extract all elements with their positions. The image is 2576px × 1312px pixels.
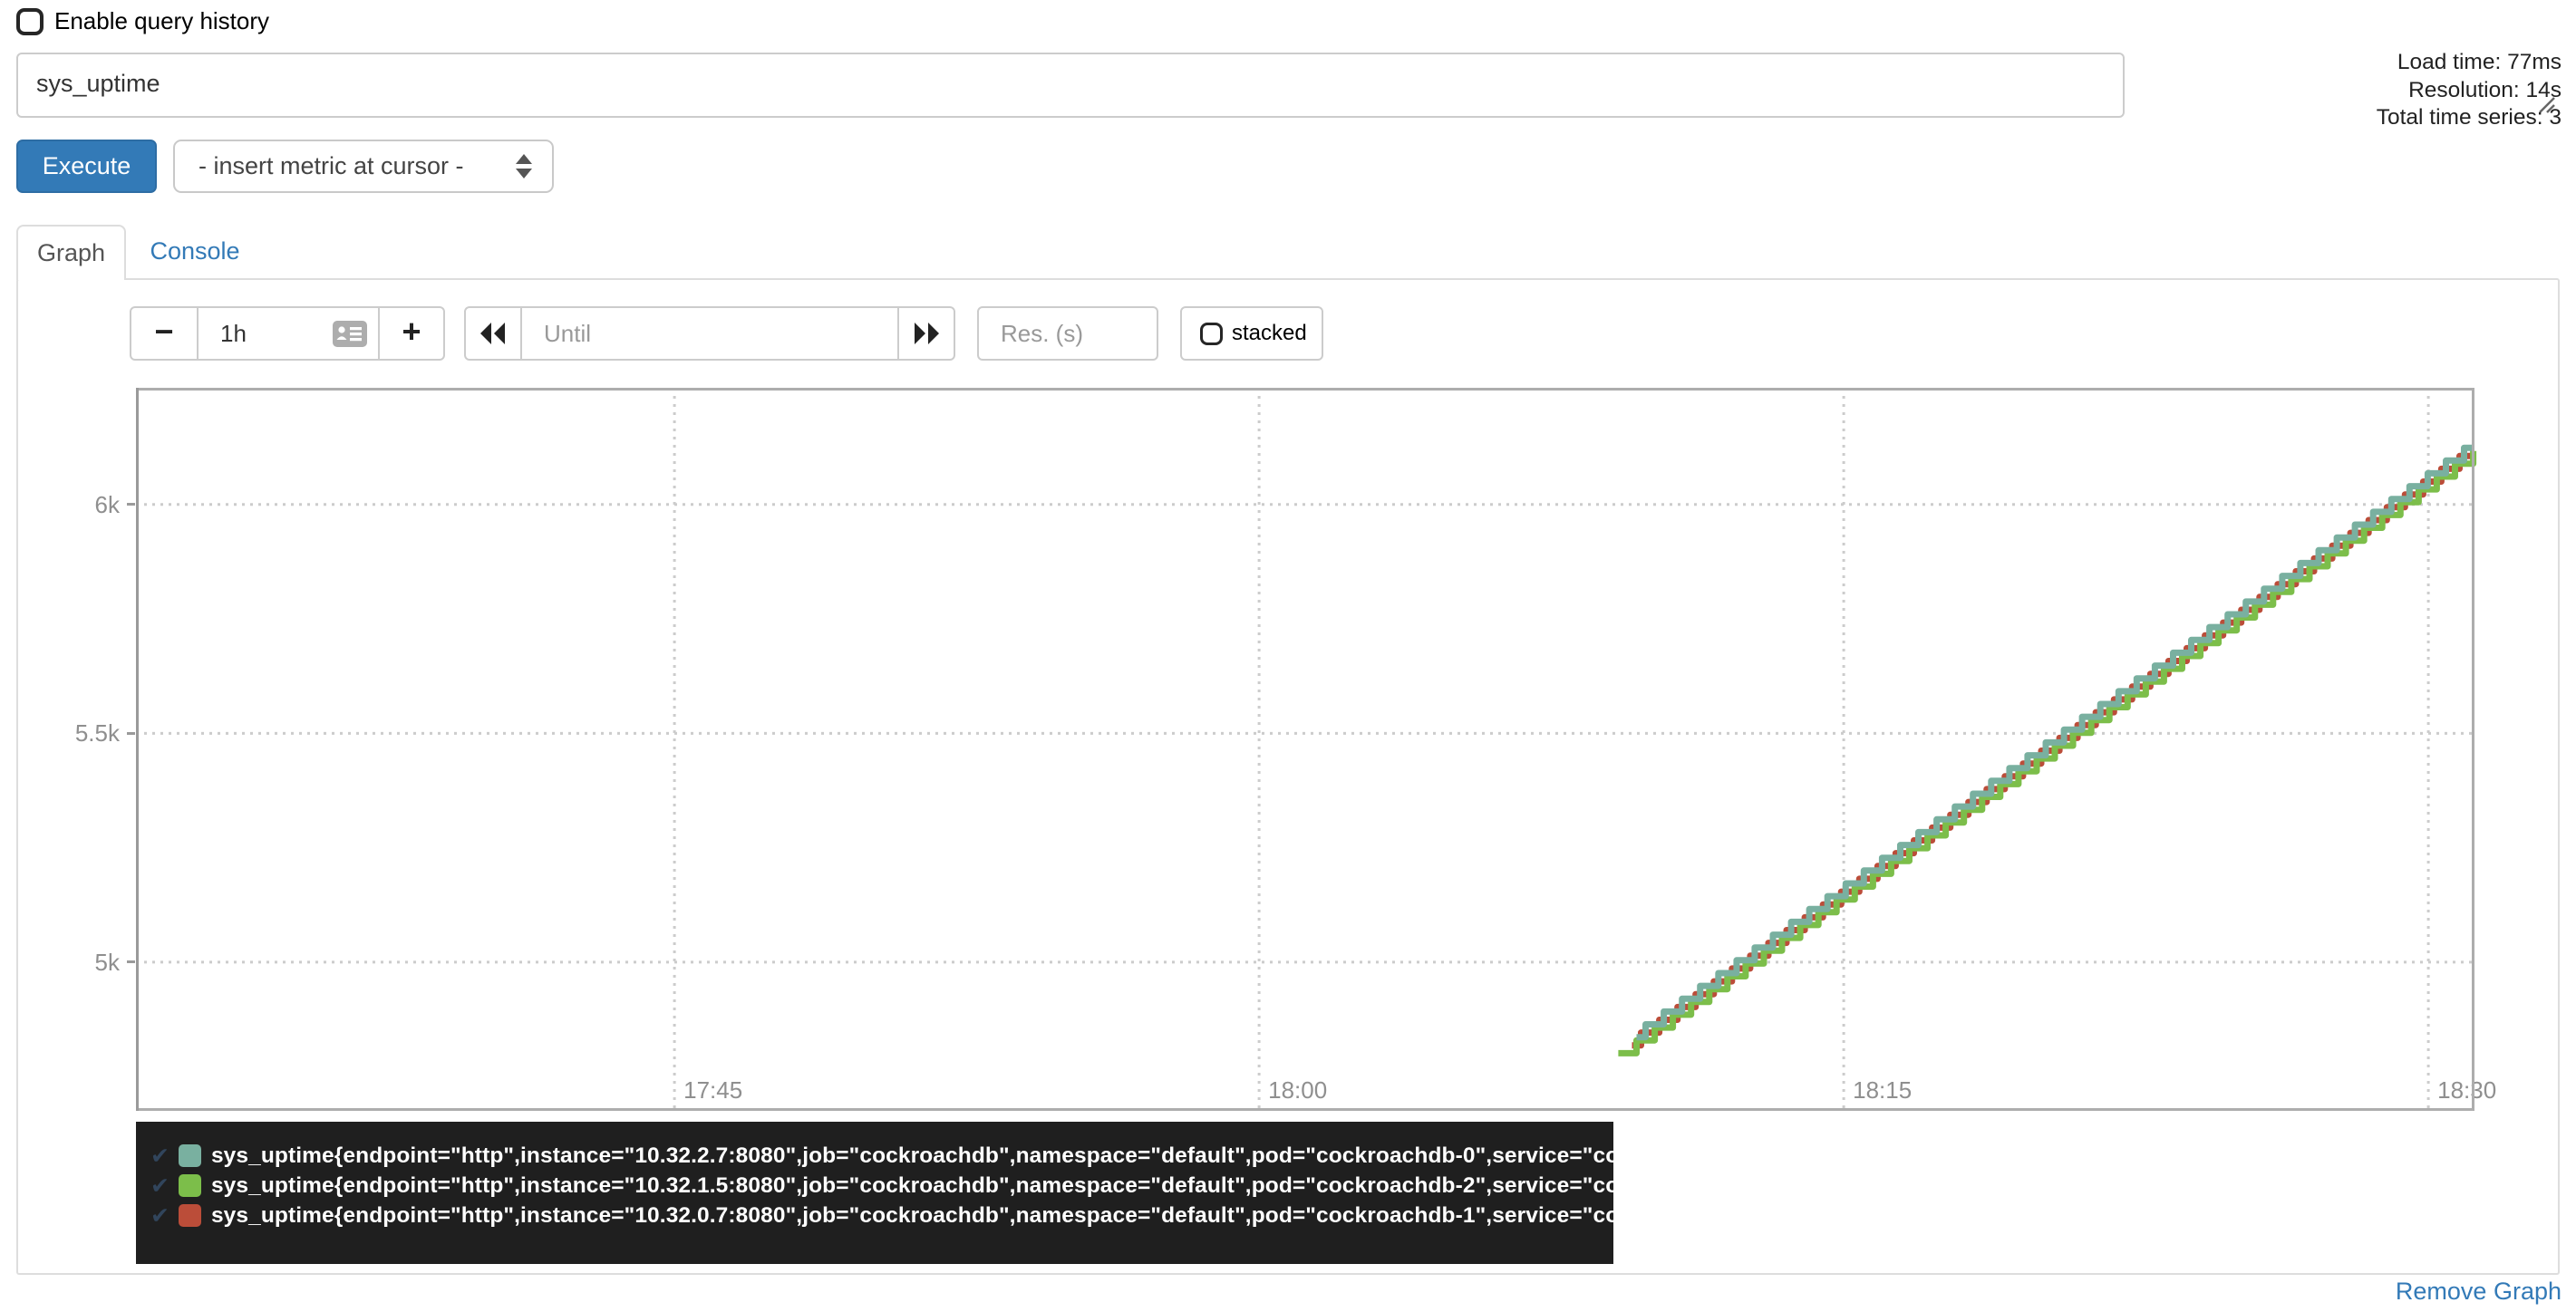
until-input[interactable]: Until [520,306,899,361]
legend-check-icon: ✔ [150,1202,169,1229]
range-input[interactable]: 1h [197,306,380,361]
plus-icon: + [402,313,421,350]
query-history-toggle-row: Enable query history [16,7,269,35]
range-value: 1h [220,319,247,347]
legend-series-label: sys_uptime{endpoint="http",instance="10.… [210,1143,1752,1168]
legend-swatch [178,1204,201,1227]
insert-metric-select[interactable]: - insert metric at cursor - [173,140,554,193]
fast-forward-icon [915,323,939,344]
y-tick-mark [127,960,135,964]
chart-legend: ✔ sys_uptime{endpoint="http",instance="1… [136,1122,1751,1264]
legend-check-icon: ✔ [150,1172,169,1199]
legend-series-label: sys_uptime{endpoint="http",instance="10.… [210,1202,1752,1228]
stat-load-time: Load time: 77ms [2397,50,2561,74]
legend-row[interactable]: ✔ sys_uptime{endpoint="http",instance="1… [136,1201,1751,1230]
y-tick-label: 6k [94,490,120,518]
insert-metric-select-value: - insert metric at cursor - [199,152,464,179]
minus-icon: − [154,313,174,350]
legend-swatch [178,1174,201,1197]
query-stats: Load time: 77ms Resolution: 14s Total ti… [2377,49,2561,132]
until-placeholder: Until [544,319,592,347]
select-arrows-icon [516,154,532,178]
range-decrease-button[interactable]: − [130,306,199,361]
time-series-chart[interactable]: 17:45 18:00 18:15 18:30 5k 5.5k 6k [75,388,2496,1111]
textarea-resize-grip-icon[interactable] [2536,94,2556,114]
stacked-checkbox[interactable] [1200,322,1223,345]
execute-button[interactable]: Execute [16,140,157,193]
resolution-input[interactable]: Res. (s) [977,306,1158,361]
svg-text:18:15: 18:15 [1853,1076,1912,1104]
remove-graph-link[interactable]: Remove Graph [2395,1278,2561,1305]
chart-canvas: 17:45 18:00 18:15 18:30 [136,388,2496,1111]
range-increase-button[interactable]: + [378,306,445,361]
legend-check-icon: ✔ [150,1143,169,1169]
rewind-icon [480,323,505,344]
tab-graph[interactable]: Graph [16,225,126,280]
resolution-placeholder: Res. (s) [1001,319,1083,347]
legend-row[interactable]: ✔ sys_uptime{endpoint="http",instance="1… [136,1141,1751,1171]
stat-resolution: Resolution: 14s [2408,77,2561,102]
svg-text:17:45: 17:45 [683,1076,742,1104]
y-tick-label: 5k [94,948,120,976]
stacked-label: stacked [1232,321,1307,345]
legend-swatch [178,1144,201,1167]
query-history-list-icon[interactable] [333,321,367,347]
time-forward-button[interactable] [897,306,955,361]
query-history-checkbox[interactable] [16,7,44,35]
query-expression-input[interactable]: sys_uptime [16,53,2125,118]
time-back-button[interactable] [464,306,522,361]
y-tick-mark [127,503,135,506]
stacked-toggle[interactable]: stacked [1180,306,1323,361]
query-history-label: Enable query history [54,7,270,34]
legend-series-label: sys_uptime{endpoint="http",instance="10.… [210,1172,1752,1198]
svg-text:18:30: 18:30 [2437,1076,2496,1104]
tab-console[interactable]: Console [150,237,240,265]
y-tick-label: 5.5k [74,719,120,748]
svg-text:18:00: 18:00 [1268,1076,1327,1104]
stat-total-series: Total time series: 3 [2376,105,2561,130]
y-tick-mark [127,731,135,735]
legend-row[interactable]: ✔ sys_uptime{endpoint="http",instance="1… [136,1171,1751,1201]
